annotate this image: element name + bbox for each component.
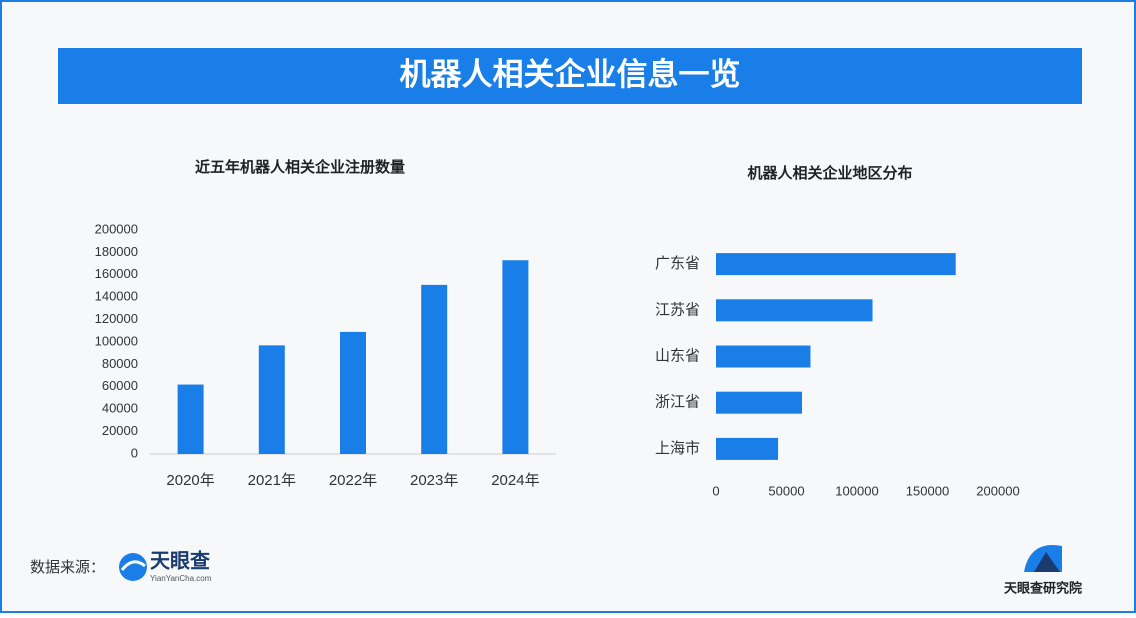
bar	[421, 284, 448, 454]
x-tick-label: 0	[712, 483, 719, 498]
y-tick-label: 上海市	[655, 440, 700, 457]
x-tick-label: 2021年	[248, 472, 296, 489]
bar	[258, 345, 285, 454]
y-tick-label: 广东省	[655, 255, 700, 272]
bar	[716, 437, 779, 460]
x-tick-label: 2023年	[410, 472, 458, 489]
y-tick-label: 浙江省	[655, 394, 700, 411]
institute-icon-mountain	[1034, 552, 1060, 572]
logo-icon	[119, 553, 147, 581]
institute-name: 天眼查研究院	[1004, 580, 1082, 595]
logo-name: 天眼查	[150, 548, 210, 572]
bar	[502, 260, 529, 454]
logo-swoosh	[120, 560, 146, 571]
y-tick-label: 200000	[95, 221, 138, 236]
logo-url: YianYanCha.com	[150, 574, 212, 583]
chart-title: 机器人相关企业地区分布	[747, 164, 912, 182]
source-label: 数据来源：	[30, 559, 105, 576]
bar	[716, 299, 873, 322]
bar	[716, 391, 803, 414]
bar	[716, 253, 956, 276]
y-tick-label: 40000	[102, 401, 138, 416]
y-tick-label: 180000	[95, 244, 138, 259]
y-tick-label: 100000	[95, 333, 138, 348]
y-tick-label: 20000	[102, 423, 138, 438]
y-tick-label: 160000	[95, 266, 138, 281]
x-tick-label: 100000	[835, 483, 878, 498]
y-tick-label: 60000	[102, 378, 138, 393]
chart-title: 近五年机器人相关企业注册数量	[195, 158, 405, 176]
x-tick-label: 200000	[976, 483, 1019, 498]
x-tick-label: 50000	[768, 483, 804, 498]
y-tick-label: 0	[131, 445, 138, 460]
y-tick-label: 120000	[95, 311, 138, 326]
bar	[340, 331, 366, 454]
y-tick-label: 80000	[102, 356, 138, 371]
y-tick-label: 江苏省	[655, 301, 700, 318]
x-tick-label: 2024年	[491, 472, 539, 489]
x-tick-label: 2020年	[166, 472, 214, 489]
y-tick-label: 山东省	[655, 347, 700, 364]
x-tick-label: 150000	[906, 483, 949, 498]
bar	[177, 384, 204, 454]
page-title: 机器人相关企业信息一览	[400, 57, 741, 92]
x-tick-label: 2022年	[329, 472, 377, 489]
bar	[716, 345, 811, 368]
y-tick-label: 140000	[95, 289, 138, 304]
title-banner	[58, 48, 1082, 104]
